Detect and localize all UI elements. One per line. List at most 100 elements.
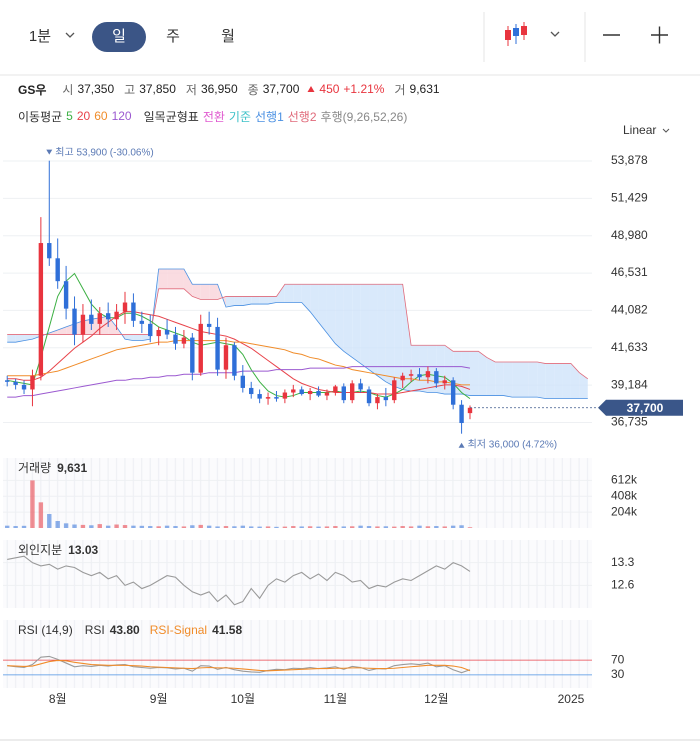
indicator-line [7, 659, 471, 672]
cloud [503, 362, 513, 398]
quote-value: 37,350 [77, 82, 115, 96]
volume-bar [316, 526, 321, 528]
chevron[interactable] [662, 128, 670, 133]
candle-body [47, 243, 52, 259]
volume-bar [459, 525, 464, 528]
candle-body [97, 313, 102, 324]
zoom-in[interactable] [651, 26, 668, 44]
ma-line [7, 340, 470, 386]
chevron[interactable] [550, 31, 560, 37]
volume-bar [97, 524, 102, 528]
volume-bar [265, 526, 271, 528]
volume-bar [442, 526, 447, 528]
y-tick-label: 48,980 [611, 228, 648, 242]
cloud [385, 284, 395, 387]
candle-body [291, 389, 296, 393]
annotation-arrow [46, 149, 53, 155]
volume-bar [383, 526, 389, 528]
interval-select[interactable]: 1분 [28, 28, 52, 45]
candle-body [434, 371, 439, 384]
cloud [335, 284, 344, 352]
candle-body [265, 397, 271, 399]
tab[interactable]: 주 [166, 28, 180, 45]
annotation-arrow [458, 442, 465, 448]
y-tick-label: 44,082 [611, 303, 648, 317]
cloud [200, 284, 210, 300]
quote-value: 36,950 [200, 82, 238, 96]
volume-bar [21, 525, 27, 528]
cloud [411, 345, 420, 391]
candle-body [383, 397, 389, 401]
y-tick-label: 53,878 [611, 153, 648, 167]
cloud [183, 268, 193, 297]
volume-bar [63, 523, 69, 528]
change-pct: +1.21% [343, 82, 385, 96]
x-tick-label: 9월 [150, 692, 168, 706]
cloud [528, 362, 538, 398]
cloud [377, 284, 386, 382]
candle-body [257, 394, 262, 399]
volume-bar [131, 525, 136, 528]
candle-icon[interactable] [505, 22, 527, 46]
legend-value: 41.58 [212, 623, 242, 637]
cloud [326, 284, 336, 344]
volume-bar [282, 526, 288, 528]
panel-label: 거래량 [18, 461, 51, 475]
candle-body [173, 334, 178, 344]
volume-bar [5, 525, 10, 528]
cloud [402, 284, 412, 391]
cloud [57, 326, 67, 335]
candle-body [274, 397, 279, 399]
scale-mode[interactable]: Linear [623, 123, 656, 137]
ichimoku-label: 일목균형표 [143, 109, 199, 124]
change: 450 [319, 82, 340, 96]
quote-key: 고 [124, 82, 136, 97]
cloud [579, 372, 588, 399]
ichimoku-legend: 후행(9,26,52,26) [320, 109, 408, 124]
quote-value: 9,631 [409, 82, 440, 96]
cloud [167, 268, 176, 289]
y-tick-label: 36,735 [611, 415, 648, 429]
price-tag [598, 399, 683, 416]
cloud [469, 351, 479, 396]
candle-body [358, 383, 363, 390]
cloud [394, 284, 403, 390]
cloud [343, 284, 353, 358]
cloud [562, 363, 571, 399]
indicator-line [7, 555, 471, 606]
ichimoku-legend: 선행2 [287, 109, 317, 124]
y-tick-label: 13.3 [611, 555, 635, 569]
tab[interactable]: 월 [221, 28, 235, 45]
chevron[interactable] [65, 32, 75, 38]
y-tick-label: 408k [611, 488, 638, 502]
ma-legend: 120 [111, 109, 132, 123]
candle-body [105, 313, 111, 320]
cloud [259, 296, 269, 305]
volume-bar [240, 525, 246, 528]
tab-active[interactable]: 일 [92, 22, 146, 52]
cloud [234, 296, 243, 306]
candle-body [198, 323, 203, 373]
candle-body [206, 323, 212, 327]
volume-bar [434, 526, 439, 528]
volume-bar [30, 480, 35, 528]
cloud [478, 351, 487, 396]
volume-bar [249, 526, 254, 528]
candle-body [223, 345, 229, 370]
candle-body [442, 380, 447, 384]
candle-body [232, 345, 237, 376]
volume-bar [467, 527, 473, 528]
indicator-legend: 이동평균 5 20 60 120 일목균형표 전환 기준 선행1 선행2 후행(9,26,52,26… [18, 107, 407, 125]
volume-bar [299, 526, 304, 528]
volume-bar [291, 526, 296, 528]
volume-bar [148, 526, 153, 528]
cloud [436, 345, 445, 395]
annotation: 최고 53,900 (-30.06%) [55, 146, 153, 158]
volume-bar [181, 526, 187, 528]
cloud [175, 268, 184, 289]
candle-body [282, 392, 288, 399]
volume-bar [164, 525, 170, 528]
candle-body [316, 390, 321, 396]
ma-legend: 60 [94, 109, 108, 123]
candle-body [450, 380, 456, 405]
